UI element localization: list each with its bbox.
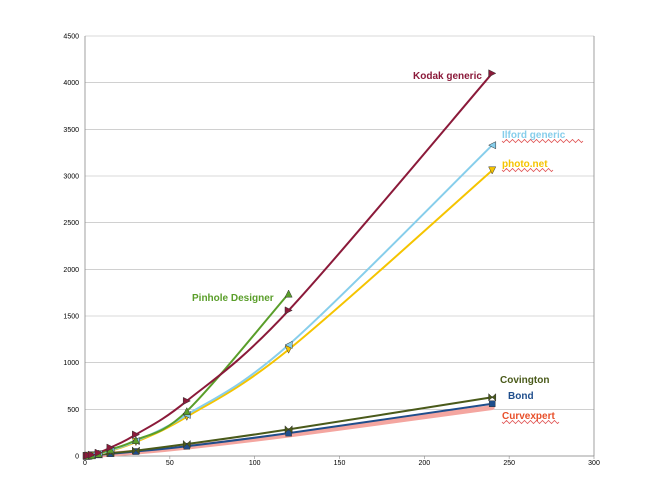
marker-ilford-generic bbox=[284, 340, 293, 349]
y-tick-label: 2500 bbox=[63, 220, 79, 227]
marker-covington bbox=[132, 446, 140, 455]
marker-kodak-generic bbox=[488, 69, 497, 78]
marker-kodak-generic bbox=[106, 443, 115, 452]
marker-kodak-generic bbox=[94, 448, 103, 457]
marker-kodak-generic bbox=[284, 306, 293, 315]
spellcheck-underline bbox=[501, 167, 554, 173]
x-tick-label: 50 bbox=[166, 460, 174, 467]
series-label-ilford-generic: Ilford generic bbox=[502, 130, 566, 141]
y-tick-label: 1500 bbox=[63, 314, 79, 321]
y-tick-label: 3500 bbox=[63, 127, 79, 134]
marker-covington bbox=[182, 439, 191, 449]
x-tick-label: 200 bbox=[418, 460, 430, 467]
x-tick-label: 300 bbox=[588, 460, 600, 467]
series-label-bond: Bond bbox=[508, 391, 534, 402]
series-label-curvexpert: Curvexpert bbox=[502, 411, 555, 422]
y-tick-label: 3000 bbox=[63, 174, 79, 181]
x-tick-label: 250 bbox=[503, 460, 515, 467]
spellcheck-underline bbox=[501, 419, 560, 425]
marker-kodak-generic bbox=[182, 396, 191, 405]
series-line-covington bbox=[85, 396, 494, 457]
series-lines bbox=[84, 72, 495, 459]
marker-ilford-generic bbox=[488, 141, 497, 150]
y-tick-label: 2000 bbox=[63, 267, 79, 274]
y-tick-label: 0 bbox=[75, 454, 79, 461]
series-labels: Kodak generic Ilford generic photo.net Pinh… bbox=[192, 71, 584, 425]
x-tick-label: 150 bbox=[334, 460, 346, 467]
y-tick-label: 500 bbox=[67, 407, 79, 414]
marker-pinhole-designer bbox=[284, 289, 293, 298]
marker-pinhole-designer bbox=[131, 435, 140, 444]
y-tick-label: 4500 bbox=[63, 34, 79, 41]
marker-photo-net bbox=[488, 166, 497, 175]
marker-covington bbox=[488, 392, 497, 402]
series-label-pinhole-designer: Pinhole Designer bbox=[192, 293, 274, 304]
x-tick-label: 0 bbox=[83, 460, 87, 467]
marker-pinhole-designer bbox=[182, 407, 191, 416]
y-tick-label: 1000 bbox=[63, 360, 79, 367]
spellcheck-underline bbox=[501, 138, 584, 144]
gridlines bbox=[85, 35, 594, 457]
series-line-kodak-generic bbox=[85, 72, 494, 457]
x-tick-label: 100 bbox=[249, 460, 261, 467]
marker-kodak-generic bbox=[132, 430, 141, 439]
marker-bond bbox=[285, 429, 292, 437]
series-markers bbox=[82, 69, 497, 461]
y-axis-ticks: 0 500 1000 1500 2000 2500 3000 3500 4000 4500 bbox=[63, 34, 79, 461]
series-line-pinhole-designer bbox=[85, 292, 290, 457]
marker-covington bbox=[284, 425, 293, 434]
series-label-covington: Covington bbox=[500, 375, 549, 386]
axes bbox=[84, 36, 595, 459]
series-label-kodak-generic: Kodak generic bbox=[413, 71, 482, 82]
marker-bond bbox=[488, 400, 496, 407]
x-axis-ticks: 0 50 100 150 200 250 300 bbox=[83, 460, 600, 467]
series-label-photo-net: photo.net bbox=[502, 159, 548, 170]
marker-kodak-generic bbox=[87, 450, 96, 459]
y-tick-label: 4000 bbox=[63, 80, 79, 87]
